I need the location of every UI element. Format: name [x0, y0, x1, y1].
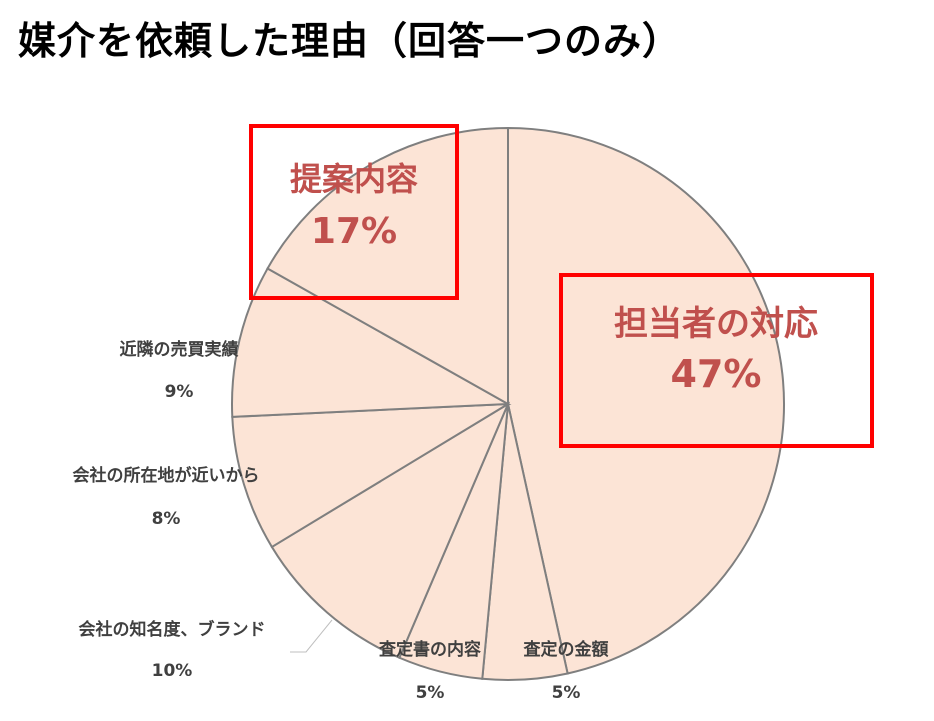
pie-slice-5	[230, 267, 512, 418]
pie-slice-3	[270, 401, 511, 660]
slice-label-4: 会社の所在地が近いから	[73, 465, 260, 486]
slice-label-3: 会社の知名度、ブランド	[79, 619, 266, 640]
page-title: 媒介を依頼した理由（回答一つのみ）	[18, 19, 682, 63]
pie-slice-6	[266, 126, 509, 406]
pie-slice-0	[507, 126, 785, 675]
slice-value-3: 10%	[152, 661, 193, 681]
slice-label-6: 提案内容	[290, 160, 418, 198]
slice-value-2: 5%	[416, 683, 445, 703]
slice-value-4: 8%	[152, 509, 181, 529]
pie-slice-4	[231, 403, 509, 549]
highlight-box-staff	[559, 273, 874, 448]
slice-label-0: 担当者の対応	[614, 304, 818, 344]
slice-label-1: 査定の金額	[523, 639, 609, 660]
highlight-box-proposal	[249, 124, 459, 300]
slice-label-2: 査定書の内容	[378, 639, 481, 660]
slice-value-6: 17%	[311, 211, 397, 252]
slice-value-0: 47%	[671, 352, 762, 396]
leader-line-brand	[290, 619, 333, 653]
slice-value-5: 9%	[165, 382, 194, 402]
slice-label-5: 近隣の売買実績	[120, 339, 239, 360]
slice-value-1: 5%	[552, 683, 581, 703]
